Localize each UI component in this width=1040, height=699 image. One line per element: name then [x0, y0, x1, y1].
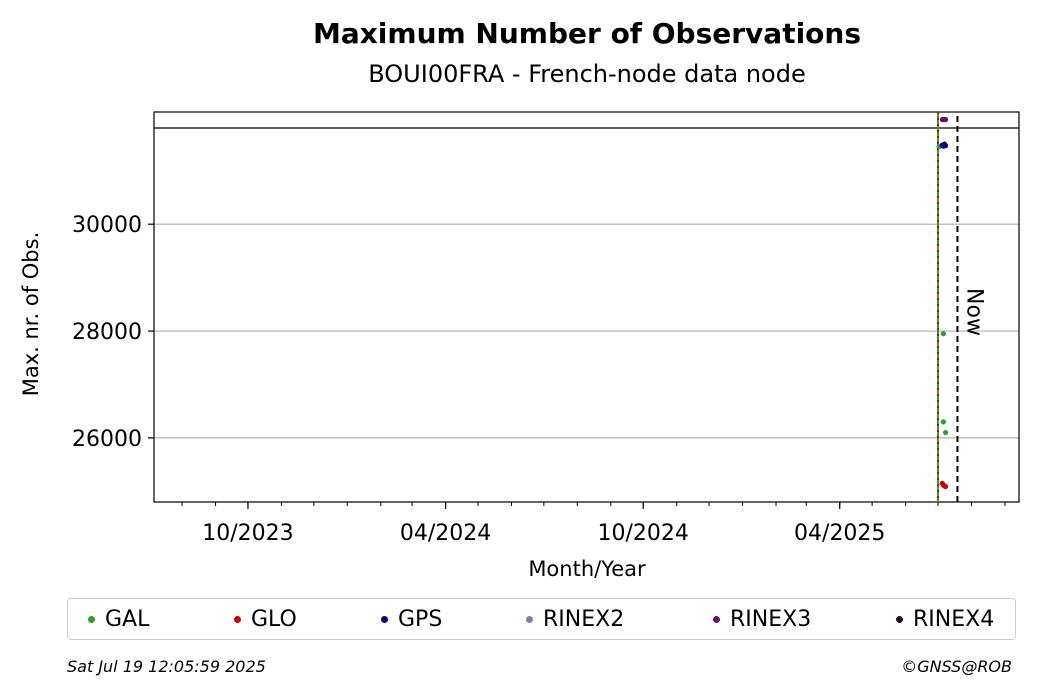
legend-label-rinex3: RINEX3 — [730, 606, 812, 632]
legend-marker-glo — [234, 615, 241, 623]
chart-subtitle: BOUI00FRA - French-node data node — [368, 60, 806, 88]
y-tick-label-0: 26000 — [72, 427, 142, 452]
chart-title: Maximum Number of Observations — [313, 17, 861, 50]
legend-label-gps: GPS — [398, 606, 443, 632]
legend-item-rinex2: RINEX2 — [526, 599, 624, 639]
y-axis-label: Max. nr. of Obs. — [19, 232, 43, 397]
x-axis-label: Month/Year — [528, 557, 646, 581]
footer-copyright: ©GNSS@ROB — [901, 657, 1012, 676]
legend-marker-rinex2 — [526, 615, 533, 623]
legend-marker-gps — [381, 615, 388, 623]
now-label: Now — [961, 288, 986, 336]
x-tick-label-3: 04/2025 — [794, 521, 885, 546]
legend: GAL GLO GPS RINEX2 RINEX3 RINEX4 — [67, 598, 1016, 640]
footer-timestamp: Sat Jul 19 12:05:59 2025 — [67, 657, 266, 676]
x-tick-label-2: 10/2024 — [597, 521, 688, 546]
plot-area: 26000 28000 30000 10/2023 04/2024 10/2024 04/2… — [72, 111, 1020, 546]
legend-item-glo: GLO — [234, 599, 297, 639]
point-glo-3 — [942, 483, 949, 490]
point-gal-2 — [940, 419, 947, 425]
legend-item-rinex3: RINEX3 — [713, 599, 811, 639]
x-tick-label-1: 04/2024 — [400, 521, 491, 546]
y-tick-label-1: 28000 — [72, 320, 142, 345]
plot-frame — [153, 111, 1020, 503]
point-gps-3 — [942, 143, 949, 149]
legend-item-rinex4: RINEX4 — [896, 599, 994, 639]
legend-marker-gal — [88, 615, 95, 623]
legend-item-gal: GAL — [88, 599, 149, 639]
legend-label-rinex2: RINEX2 — [543, 606, 625, 632]
legend-label-gal: GAL — [105, 606, 150, 632]
point-gal-1 — [940, 331, 947, 337]
y-tick-label-2: 30000 — [72, 213, 142, 238]
point-gal-3 — [942, 429, 949, 436]
legend-marker-rinex4 — [896, 615, 903, 623]
legend-item-gps: GPS — [381, 599, 442, 639]
legend-label-glo: GLO — [251, 606, 297, 632]
point-rinex3-3 — [942, 116, 949, 123]
x-tick-label-0: 10/2023 — [202, 521, 293, 546]
legend-label-rinex4: RINEX4 — [913, 606, 995, 632]
legend-marker-rinex3 — [713, 615, 720, 623]
